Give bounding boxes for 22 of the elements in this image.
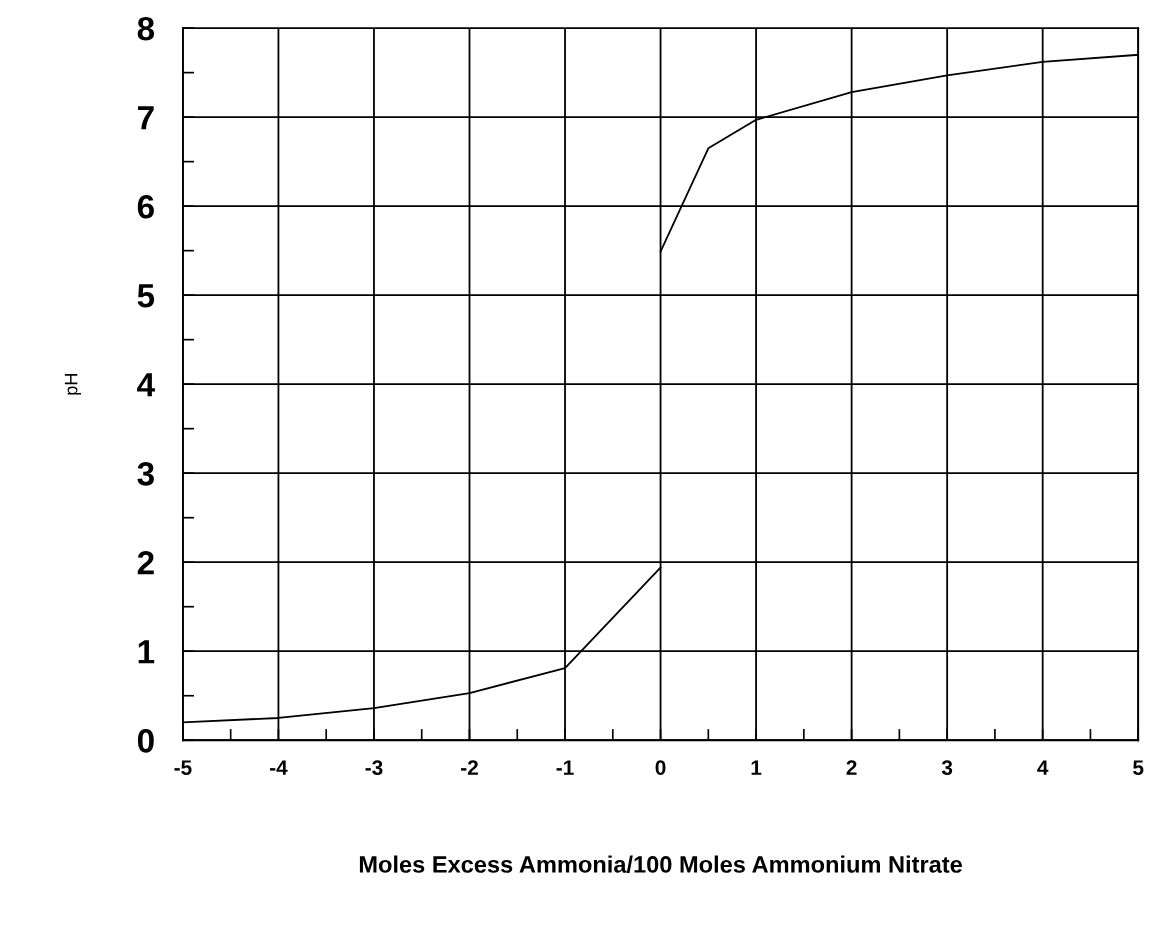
x-tick-label: 0	[655, 760, 666, 775]
x-tick-label: -2	[461, 760, 478, 775]
x-tick-label: -3	[365, 760, 383, 776]
y-tick-label: 2	[137, 551, 154, 575]
y-tick-label: 7	[138, 106, 154, 130]
x-tick-label: 1	[751, 760, 762, 775]
y-tick-label: 0	[137, 729, 154, 753]
x-tick-label: -1	[556, 760, 574, 775]
x-tick-label: -5	[174, 760, 192, 775]
x-axis-title: Moles Excess Ammonia/100 Moles Ammonium Nitrate	[359, 855, 962, 874]
y-axis-title: pH	[64, 374, 82, 395]
y-tick-label: 4	[137, 373, 155, 397]
y-tick-label: 8	[137, 16, 155, 41]
y-tick-label: 5	[137, 284, 155, 308]
x-tick-label: 4	[1037, 760, 1049, 775]
x-tick-label: 3	[941, 760, 953, 776]
y-tick-label: 6	[137, 194, 154, 219]
y-tick-label: 1	[138, 640, 155, 664]
x-tick-label: -4	[269, 760, 288, 775]
y-tick-label: 3	[137, 461, 154, 486]
x-tick-label: 2	[846, 760, 857, 775]
x-tick-label: 5	[1133, 760, 1144, 775]
